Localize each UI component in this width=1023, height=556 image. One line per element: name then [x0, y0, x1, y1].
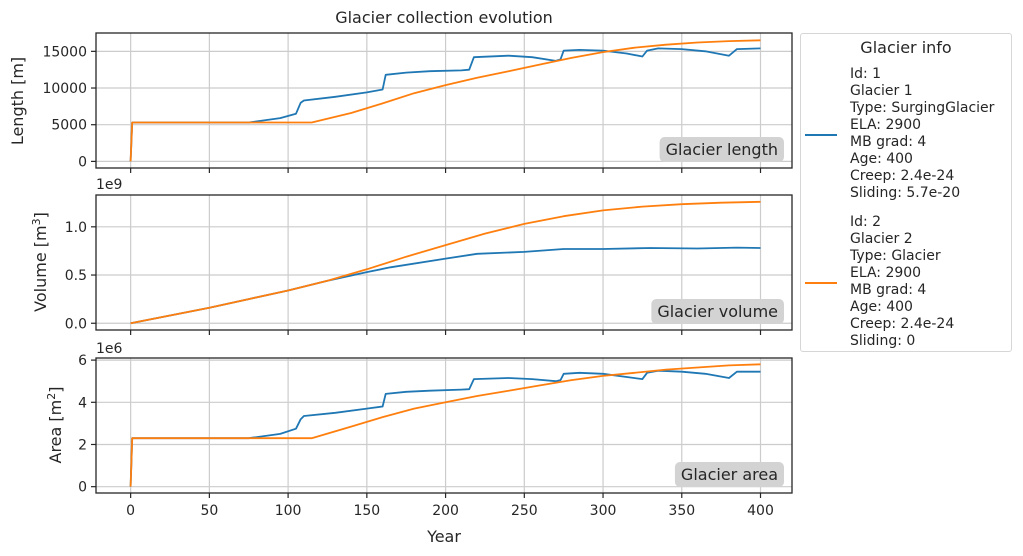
- x-axis-label: Year: [426, 527, 461, 546]
- area-series-glacier-2: [129, 363, 761, 487]
- area-x-tick-label-0: 0: [126, 503, 135, 519]
- legend: Glacier info Id: 1 Glacier 1 Type: Surgi…: [800, 33, 1012, 352]
- legend-swatch-glacier-2: [805, 282, 837, 284]
- area-x-tick-label-150: 150: [353, 503, 380, 519]
- length-annotation-box: [659, 137, 784, 162]
- area-x-tick-label-50: 50: [200, 503, 218, 519]
- legend-swatch-glacier-1: [805, 134, 837, 136]
- area-annotation-box: [674, 462, 784, 487]
- volume-offset-label: 1e9: [96, 177, 122, 193]
- area-x-tick-label-200: 200: [432, 503, 459, 519]
- area-y-tick-label-2: 2: [78, 437, 87, 453]
- volume-y-axis-label: Volume [m3]: [30, 212, 51, 312]
- volume-annotation-box: [651, 299, 784, 324]
- volume-y-tick-label-0: 0.0: [65, 316, 87, 332]
- length-y-tick-label-10000: 10000: [42, 81, 87, 97]
- area-y-axis-label: Area [m2]: [45, 387, 66, 464]
- area-axes-frame: [95, 357, 793, 494]
- length-series-glacier-2: [129, 39, 761, 162]
- volume-series-glacier-2: [130, 200, 761, 325]
- length-y-tick-label-0: 0: [78, 154, 87, 170]
- area-panel: Area [m2] 1e6 Year 0 2 4 6 0 50 100 150 200 250 30…: [45, 341, 793, 546]
- legend-text-glacier-1: Id: 1 Glacier 1 Type: SurgingGlacier ELA…: [850, 66, 995, 201]
- area-y-tick-label-4: 4: [78, 395, 87, 411]
- area-x-tick-label-300: 300: [590, 503, 617, 519]
- figure-title: Glacier collection evolution: [335, 8, 553, 27]
- area-x-tick-label-400: 400: [747, 503, 774, 519]
- volume-panel: Volume [m3] 1e9 0.0 0.5 1.0 Glacier volume: [30, 177, 793, 335]
- legend-title: Glacier info: [860, 38, 952, 57]
- volume-axes-frame: [95, 194, 793, 331]
- area-x-tick-label-100: 100: [275, 503, 302, 519]
- area-y-tick-label-6: 6: [78, 353, 87, 369]
- volume-y-tick-label-0-5: 0.5: [65, 268, 87, 284]
- volume-y-tick-label-1: 1.0: [65, 220, 87, 236]
- length-panel: Length [m] 0 5000 10000 15000 Glacier length: [8, 32, 793, 173]
- length-y-tick-label-5000: 5000: [51, 118, 87, 134]
- area-x-tick-label-250: 250: [511, 503, 538, 519]
- area-offset-label: 1e6: [96, 341, 123, 357]
- legend-text-glacier-2: Id: 2 Glacier 2 Type: Glacier ELA: 2900 …: [850, 214, 955, 349]
- length-annotation-text: Glacier length: [666, 140, 778, 159]
- length-y-axis-label: Length [m]: [8, 57, 27, 145]
- length-series-glacier-1: [129, 47, 761, 162]
- area-annotation-text: Glacier area: [681, 465, 778, 484]
- area-x-tick-label-350: 350: [668, 503, 695, 519]
- volume-annotation-text: Glacier volume: [657, 302, 778, 321]
- length-y-tick-label-15000: 15000: [42, 44, 87, 60]
- area-y-tick-label-0: 0: [78, 480, 87, 496]
- length-axes-frame: [95, 32, 793, 169]
